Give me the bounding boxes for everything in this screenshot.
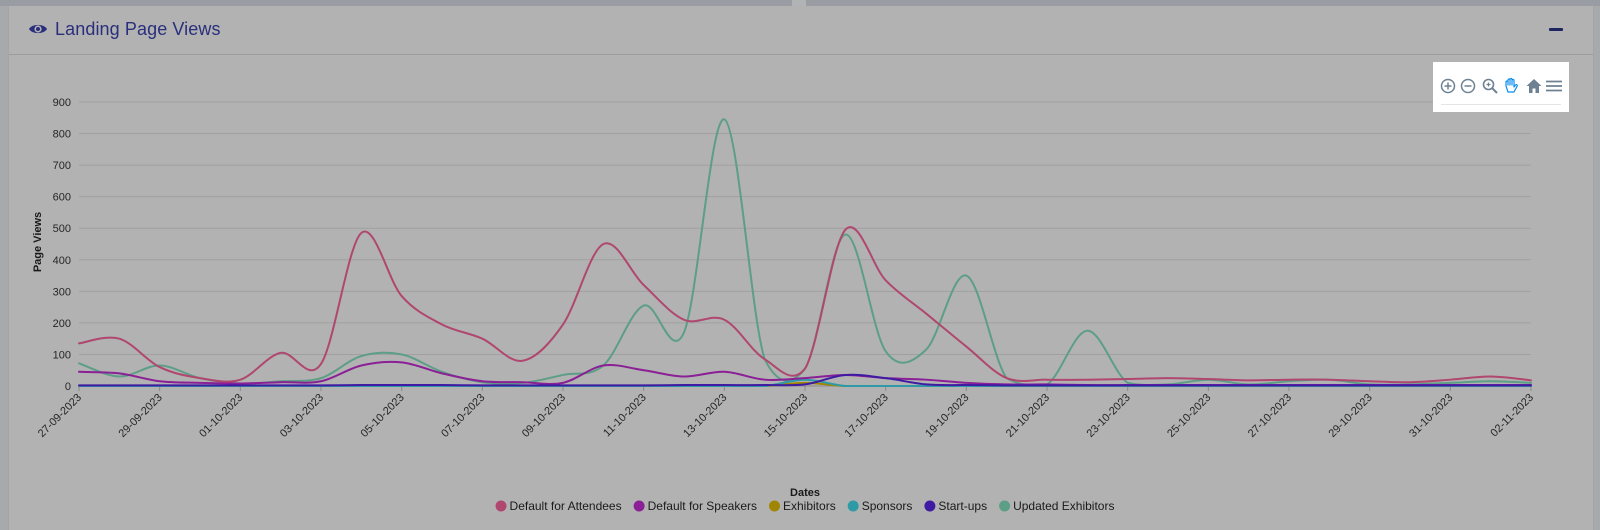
y-tick-label: 800 <box>53 129 71 141</box>
chart-toolbar <box>1433 62 1569 112</box>
series-line-default-for-speakers <box>78 360 1532 387</box>
x-tick-label: 31-10-2023 <box>1407 392 1455 440</box>
x-tick-label: 13-10-2023 <box>681 392 729 440</box>
legend-marker <box>769 500 780 512</box>
y-tick-label: 900 <box>53 97 71 109</box>
x-axis-title: Dates <box>790 487 820 499</box>
series-line-start-ups <box>78 373 1532 387</box>
y-tick-label: 0 <box>65 381 71 393</box>
y-tick-label: 700 <box>53 160 71 172</box>
legend-item[interactable]: Sponsors <box>847 499 913 513</box>
y-tick-label: 400 <box>53 255 71 267</box>
series-lines <box>78 118 1532 388</box>
y-axis-title: Page Views <box>32 212 44 272</box>
card-header: Landing Page Views <box>9 6 1593 55</box>
x-tick-label: 29-09-2023 <box>117 392 165 440</box>
x-tick-label: 07-10-2023 <box>439 392 487 440</box>
legend-label: Sponsors <box>862 499 913 513</box>
legend-label: Default for Speakers <box>648 499 757 513</box>
legend-marker <box>495 500 507 512</box>
y-tick-labels: 0 100 200 300 400 500 600 700 800 900 <box>53 97 71 393</box>
x-tick-label: 23-10-2023 <box>1085 392 1133 440</box>
y-tick-label: 300 <box>53 286 71 298</box>
legend-label: Exhibitors <box>783 499 836 513</box>
magnifier-icon[interactable] <box>1481 77 1499 95</box>
x-tick-label: 02-11-2023 <box>1488 392 1536 440</box>
x-tick-label: 01-10-2023 <box>197 392 245 440</box>
x-tick-label: 05-10-2023 <box>359 392 407 440</box>
legend[interactable]: Default for Attendees Default for Speaker… <box>495 499 1115 513</box>
x-tick-label: 29-10-2023 <box>1327 392 1375 440</box>
x-tick-label: 03-10-2023 <box>278 392 326 440</box>
eye-icon <box>29 24 47 34</box>
zoom-out-icon[interactable] <box>1459 77 1477 95</box>
legend-marker <box>847 500 859 512</box>
landing-page-views-card: Landing Page Views 0 100 200 300 400 500 600 70… <box>8 6 1594 530</box>
x-tick-label: 11-10-2023 <box>601 392 649 440</box>
x-tick-label: 27-09-2023 <box>36 392 84 440</box>
x-tick-label: 19-10-2023 <box>923 392 971 440</box>
y-tick-label: 100 <box>53 349 71 361</box>
pan-hand-icon[interactable] <box>1502 77 1520 95</box>
top-strip <box>0 0 1600 6</box>
x-tick-label: 25-10-2023 <box>1165 392 1213 440</box>
card-title: Landing Page Views <box>55 19 221 39</box>
legend-marker <box>633 500 645 512</box>
legend-item[interactable]: Default for Attendees <box>495 499 622 513</box>
minus-icon <box>1549 28 1563 31</box>
x-tick-label: 27-10-2023 <box>1246 392 1294 440</box>
legend-label: Start-ups <box>938 499 987 513</box>
collapse-button[interactable] <box>1545 20 1569 40</box>
legend-label: Updated Exhibitors <box>1013 499 1114 513</box>
x-tick-label: 15-10-2023 <box>762 392 810 440</box>
legend-item[interactable]: Default for Speakers <box>633 499 757 513</box>
legend-item[interactable]: Updated Exhibitors <box>999 499 1114 513</box>
zoom-in-icon[interactable] <box>1439 77 1457 95</box>
x-tick-labels: 27-09-2023 29-09-2023 01-10-2023 03-10-2023… <box>36 386 1536 440</box>
y-tick-label: 600 <box>53 192 71 204</box>
legend-marker <box>924 500 936 512</box>
home-icon[interactable] <box>1525 77 1543 95</box>
legend-item[interactable]: Exhibitors <box>769 499 836 513</box>
menu-icon[interactable] <box>1545 77 1563 95</box>
x-tick-label: 09-10-2023 <box>520 392 568 440</box>
x-tick-label: 17-10-2023 <box>843 392 891 440</box>
series-line-default-for-attendees <box>78 226 1532 384</box>
legend-marker <box>999 500 1011 512</box>
x-tick-label: 21-10-2023 <box>1004 392 1052 440</box>
top-strip-gap <box>792 0 806 6</box>
legend-label: Default for Attendees <box>510 499 622 513</box>
y-tick-label: 500 <box>53 223 71 235</box>
grid-lines <box>79 101 1531 387</box>
series-line-updated-exhibitors <box>78 118 1532 387</box>
y-tick-label: 200 <box>53 318 71 330</box>
legend-item[interactable]: Start-ups <box>924 499 987 513</box>
toolbar-divider <box>1441 104 1561 105</box>
